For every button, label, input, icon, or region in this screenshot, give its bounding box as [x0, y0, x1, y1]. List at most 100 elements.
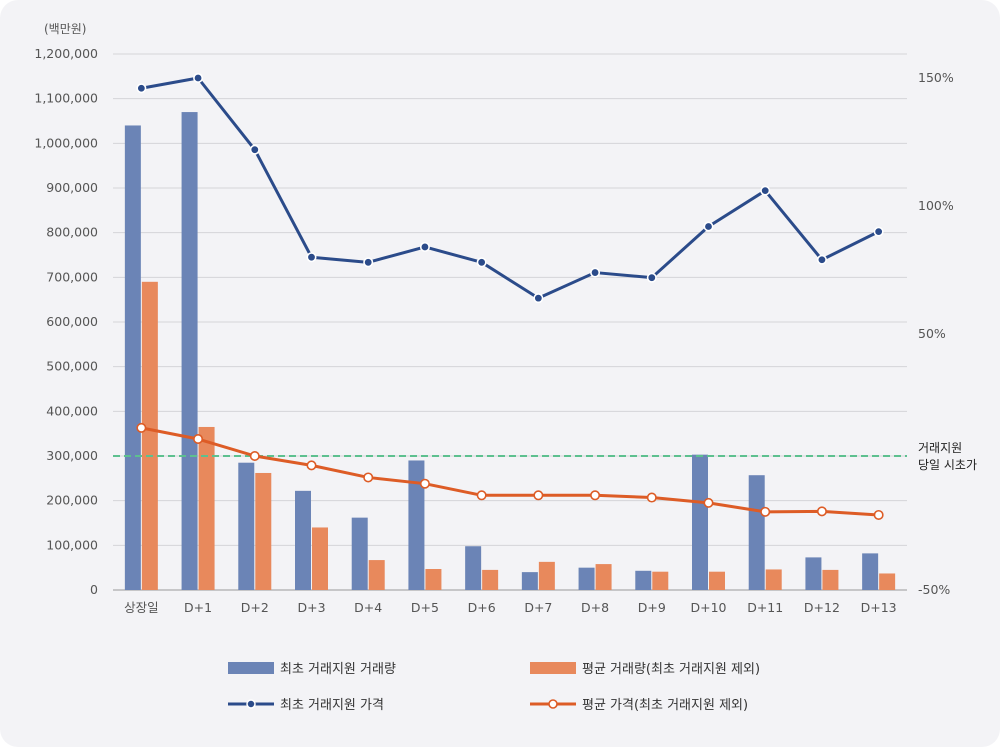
x-tick-label: D+2	[241, 600, 269, 615]
first-listing-price-point	[646, 272, 657, 283]
first-listing-price-point	[249, 144, 260, 155]
y-tick-label: 800,000	[46, 225, 98, 240]
bar-average-volume	[425, 569, 442, 590]
y-tick-label: 1,200,000	[34, 46, 98, 61]
first-listing-price-point	[193, 73, 204, 84]
legend-label: 평균 가격(최초 거래지원 제외)	[582, 698, 748, 713]
legend-swatch-avg-volume	[530, 662, 576, 674]
x-tick-label: D+11	[747, 600, 783, 615]
avg-price-point	[816, 506, 827, 517]
reference-label-line1: 거래지원	[918, 441, 962, 455]
y-tick-label: 900,000	[46, 180, 98, 195]
avg-price-point	[533, 490, 544, 501]
avg-price-point	[193, 434, 204, 445]
avg-price-point	[873, 509, 884, 520]
x-tick-label: D+9	[638, 600, 666, 615]
first-listing-price-point	[703, 221, 714, 232]
bar-first-listing-volume	[181, 112, 198, 591]
first-listing-price-point	[533, 293, 544, 304]
avg-price-point	[363, 472, 374, 483]
bar-first-listing-volume	[578, 567, 595, 590]
y-tick-label: 0	[90, 582, 98, 597]
bar-first-listing-volume	[124, 125, 141, 590]
x-tick-label: D+7	[524, 600, 552, 615]
avg-price-line	[141, 426, 879, 517]
first-listing-price-point	[590, 267, 601, 278]
bar-average-volume	[312, 527, 328, 590]
avg-price-point	[306, 460, 317, 471]
bar-first-listing-volume	[238, 462, 255, 590]
y2-tick-label: 50%	[918, 326, 946, 341]
first-listing-price-point	[419, 241, 430, 252]
bar-average-volume	[765, 569, 782, 590]
x-tick-label: D+5	[411, 600, 439, 615]
y2-tick-label: -50%	[918, 582, 950, 597]
x-tick-label: 상장일	[124, 600, 159, 615]
legend-marker-avg-price	[548, 699, 558, 709]
first-listing-price-point	[476, 257, 487, 268]
bar-average-volume	[879, 573, 896, 590]
bar-average-volume	[652, 571, 669, 590]
x-tick-label: D+10	[690, 600, 726, 615]
y-axis-unit: (백만원)	[44, 22, 86, 36]
first-listing-price-point	[873, 226, 884, 237]
bar-average-volume	[198, 426, 215, 590]
y-tick-label: 1,000,000	[34, 135, 98, 150]
bar-first-listing-volume	[408, 460, 425, 590]
bar-first-listing-volume	[351, 517, 368, 590]
avg-price-point	[590, 490, 601, 501]
bar-first-listing-volume	[862, 553, 879, 590]
y-tick-label: 100,000	[46, 537, 98, 552]
x-tick-label: D+1	[184, 600, 212, 615]
bar-first-listing-volume	[748, 475, 765, 590]
bar-first-listing-volume	[805, 557, 822, 590]
avg-price-point	[419, 478, 430, 489]
legend-label: 평균 거래량(최초 거래지원 제외)	[582, 662, 760, 677]
x-tick-label: D+4	[354, 600, 382, 615]
avg-price-point	[476, 490, 487, 501]
bar-average-volume	[482, 569, 499, 590]
x-tick-label: D+3	[297, 600, 325, 615]
first-listing-price-point	[363, 257, 374, 268]
first-listing-price-point	[760, 185, 771, 196]
bar-average-volume	[595, 564, 612, 590]
legend-label: 최초 거래지원 거래량	[280, 662, 396, 677]
first-listing-price-point	[816, 254, 827, 265]
y-tick-label: 300,000	[46, 448, 98, 463]
first-listing-price-point	[306, 252, 317, 263]
bar-average-volume	[709, 571, 725, 590]
bar-average-volume	[368, 560, 385, 590]
legend-marker-first-price	[246, 699, 256, 709]
avg-price-point	[760, 506, 771, 517]
x-tick-label: D+12	[804, 600, 840, 615]
bar-average-volume	[538, 561, 555, 590]
bar-first-listing-volume	[465, 546, 482, 590]
bar-first-listing-volume	[635, 570, 652, 590]
legend-swatch-first-volume	[228, 662, 274, 674]
bar-first-listing-volume	[521, 572, 538, 590]
legend-label: 최초 거래지원 가격	[280, 698, 384, 713]
avg-price-point	[646, 492, 657, 503]
bar-average-volume	[822, 569, 839, 590]
bar-first-listing-volume	[295, 490, 311, 590]
y-tick-label: 500,000	[46, 359, 98, 374]
y-tick-label: 1,100,000	[34, 91, 98, 106]
x-tick-label: D+13	[861, 600, 897, 615]
avg-price-point	[703, 497, 714, 508]
y-tick-label: 400,000	[46, 403, 98, 418]
avg-price-point	[249, 450, 260, 461]
y-tick-label: 700,000	[46, 269, 98, 284]
y-tick-label: 600,000	[46, 314, 98, 329]
x-tick-label: D+8	[581, 600, 609, 615]
y2-tick-label: 150%	[918, 70, 954, 85]
first-listing-price-line	[141, 76, 880, 300]
avg-price-point	[136, 422, 147, 433]
reference-label-line2: 당일 시초가	[918, 458, 977, 472]
y2-tick-label: 100%	[918, 198, 954, 213]
bar-average-volume	[141, 281, 158, 590]
first-listing-price-point	[136, 83, 147, 94]
bar-average-volume	[255, 472, 272, 590]
x-tick-label: D+6	[468, 600, 496, 615]
